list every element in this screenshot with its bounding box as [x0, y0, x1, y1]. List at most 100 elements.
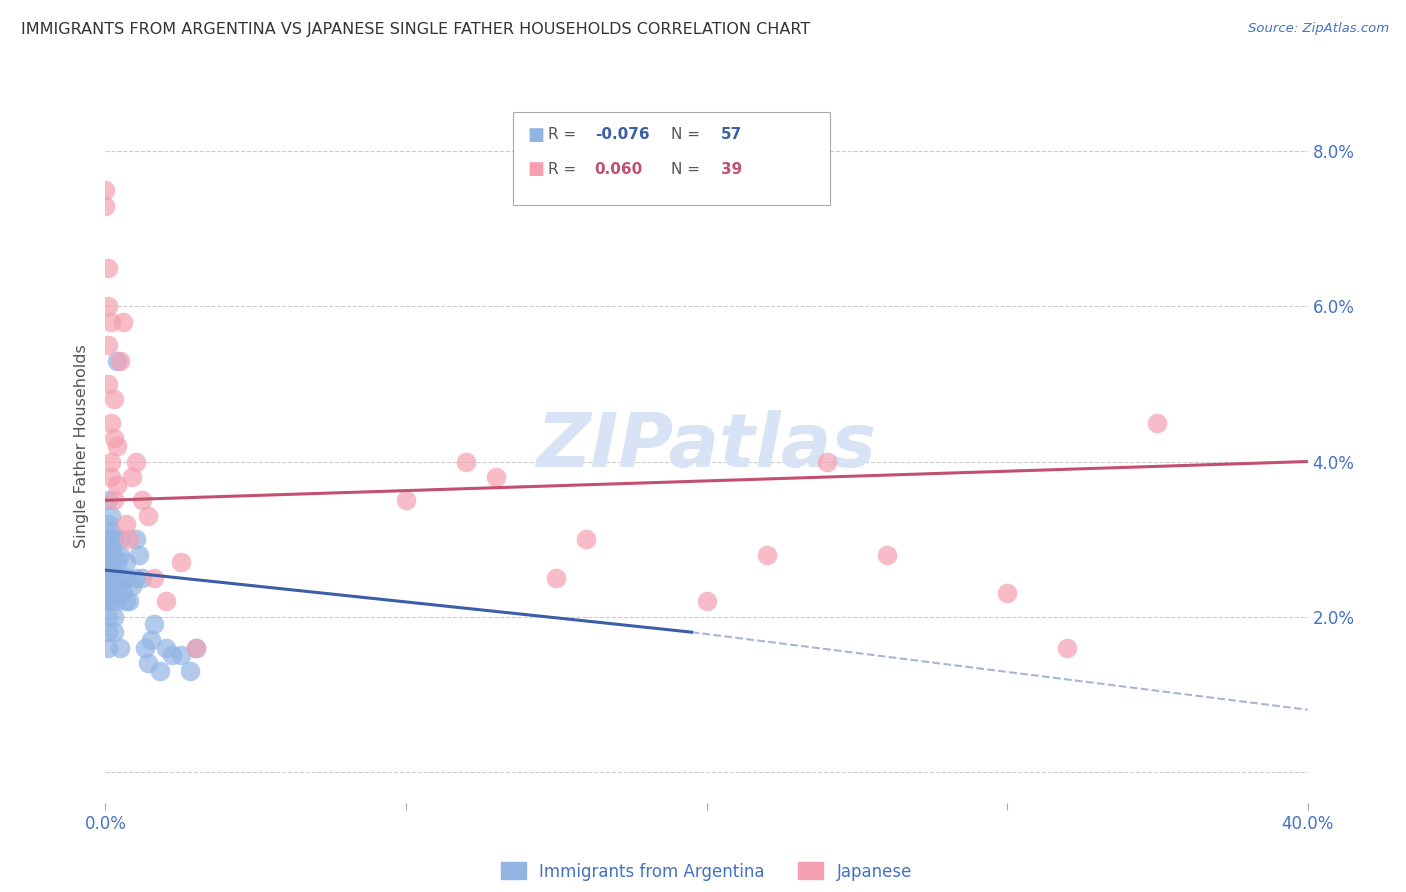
Point	[115, 594, 138, 608]
Point	[100, 454, 122, 468]
Point	[97, 299, 120, 313]
Point	[575, 532, 598, 546]
Text: IMMIGRANTS FROM ARGENTINA VS JAPANESE SINGLE FATHER HOUSEHOLDS CORRELATION CHART: IMMIGRANTS FROM ARGENTINA VS JAPANESE SI…	[21, 22, 810, 37]
Point	[485, 470, 508, 484]
Point	[100, 579, 122, 593]
Point	[100, 571, 122, 585]
Point	[103, 586, 125, 600]
Point	[148, 664, 170, 678]
Point	[97, 532, 120, 546]
Point	[100, 555, 122, 569]
Text: 39: 39	[721, 162, 742, 177]
Point	[97, 579, 120, 593]
Point	[107, 579, 129, 593]
Point	[97, 338, 120, 352]
Text: ■: ■	[527, 161, 544, 178]
Point	[121, 579, 143, 593]
Point	[100, 586, 122, 600]
Point	[995, 586, 1018, 600]
Point	[139, 632, 162, 647]
Point	[103, 548, 125, 562]
Point	[110, 548, 132, 562]
Point	[1146, 416, 1168, 430]
Point	[94, 183, 117, 197]
Point	[155, 594, 177, 608]
Point	[107, 594, 129, 608]
Point	[110, 532, 132, 546]
Point	[112, 571, 135, 585]
Point	[103, 625, 125, 640]
Point	[755, 548, 778, 562]
Point	[110, 353, 132, 368]
Text: ■: ■	[527, 126, 544, 144]
Text: -0.076: -0.076	[595, 128, 650, 142]
Point	[155, 640, 177, 655]
Text: R =: R =	[548, 162, 582, 177]
Point	[395, 493, 418, 508]
Point	[100, 470, 122, 484]
Point	[115, 555, 138, 569]
Point	[97, 640, 120, 655]
Point	[107, 477, 129, 491]
Point	[124, 532, 146, 546]
Point	[97, 493, 120, 508]
Point	[112, 315, 135, 329]
Point	[160, 648, 183, 663]
Point	[124, 454, 146, 468]
Point	[118, 594, 141, 608]
Point	[107, 555, 129, 569]
Text: ZIPatlas: ZIPatlas	[537, 409, 876, 483]
Point	[107, 353, 129, 368]
Point	[94, 198, 117, 212]
Point	[97, 260, 120, 275]
Point	[97, 376, 120, 391]
Point	[103, 431, 125, 445]
Point	[115, 516, 138, 531]
Text: 0.060: 0.060	[595, 162, 643, 177]
Point	[124, 571, 146, 585]
Legend: Immigrants from Argentina, Japanese: Immigrants from Argentina, Japanese	[495, 855, 918, 888]
Point	[136, 508, 159, 523]
Point	[97, 548, 120, 562]
Point	[97, 594, 120, 608]
Point	[546, 571, 568, 585]
Point	[100, 548, 122, 562]
Point	[103, 493, 125, 508]
Point	[97, 516, 120, 531]
Point	[100, 563, 122, 577]
Point	[97, 625, 120, 640]
Point	[97, 609, 120, 624]
Point	[100, 508, 122, 523]
Point	[454, 454, 477, 468]
Point	[184, 640, 207, 655]
Point	[128, 548, 150, 562]
Point	[142, 571, 165, 585]
Point	[169, 648, 191, 663]
Point	[118, 532, 141, 546]
Point	[107, 439, 129, 453]
Point	[121, 470, 143, 484]
Point	[103, 571, 125, 585]
Point	[112, 586, 135, 600]
Point	[100, 594, 122, 608]
Point	[876, 548, 898, 562]
Y-axis label: Single Father Households: Single Father Households	[75, 344, 90, 548]
Point	[103, 609, 125, 624]
Point	[100, 540, 122, 554]
Point	[110, 640, 132, 655]
Point	[134, 640, 156, 655]
Text: N =: N =	[671, 162, 704, 177]
Point	[115, 571, 138, 585]
Point	[100, 315, 122, 329]
Point	[97, 579, 120, 593]
Point	[131, 493, 153, 508]
Point	[169, 555, 191, 569]
Point	[94, 594, 117, 608]
Point	[1056, 640, 1078, 655]
Point	[103, 532, 125, 546]
Point	[136, 656, 159, 670]
Point	[696, 594, 718, 608]
Point	[100, 416, 122, 430]
Point	[94, 571, 117, 585]
Point	[103, 392, 125, 407]
